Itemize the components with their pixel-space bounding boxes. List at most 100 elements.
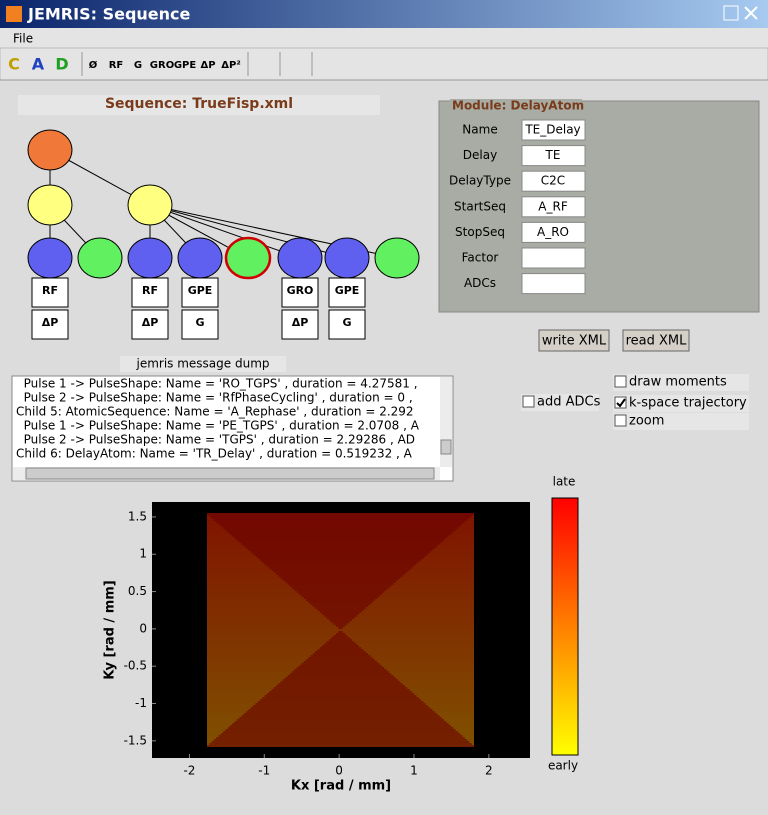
checkbox-bg: [521, 394, 599, 411]
tool-button[interactable]: GPE: [174, 60, 197, 71]
checkbox-bg: [613, 413, 749, 430]
checkbox-label[interactable]: zoom: [629, 414, 664, 429]
tree-node[interactable]: [127, 237, 173, 279]
window-title: JEMRIS: Sequence: [27, 5, 191, 24]
checkbox-label[interactable]: draw moments: [629, 375, 727, 390]
pulse-label: G: [342, 316, 351, 329]
pulse-label: RF: [142, 284, 158, 297]
field-value: TE_Delay: [524, 123, 580, 137]
tool-button[interactable]: D: [55, 55, 68, 74]
window-buttons[interactable]: [723, 5, 758, 21]
field-label: Factor: [462, 251, 499, 265]
pulse-label: RF: [42, 284, 58, 297]
checkbox-bg: [613, 374, 749, 391]
tree-node[interactable]: [177, 237, 223, 279]
sequence-title-bg: [18, 95, 380, 115]
y-tick-label: 0: [139, 621, 147, 635]
checkbox[interactable]: [522, 395, 535, 408]
pulse-box[interactable]: [31, 277, 69, 308]
pulse-box[interactable]: [181, 309, 219, 340]
field-input[interactable]: [521, 273, 586, 295]
tool-button[interactable]: C: [8, 55, 20, 74]
button-label[interactable]: read XML: [626, 334, 688, 349]
y-tick-label: 1: [139, 547, 147, 561]
field-label-bg: [447, 145, 513, 166]
tree-node[interactable]: [77, 237, 123, 279]
pulse-label: GPE: [335, 284, 360, 297]
checkbox[interactable]: [614, 396, 627, 409]
title-bar: [0, 0, 768, 28]
pulse-label: ΔP: [292, 316, 309, 329]
pulse-box[interactable]: [131, 277, 169, 308]
pulse-label: GPE: [188, 284, 213, 297]
pulse-box[interactable]: [281, 277, 319, 308]
tool-button[interactable]: A: [32, 55, 45, 74]
message-line: Pulse 1 -> PulseShape: Name = 'RO_TGPS' …: [16, 377, 418, 391]
message-line: Child 6: DelayAtom: Name = 'TR_Delay' , …: [16, 447, 413, 461]
close[interactable]: [744, 6, 758, 20]
tree-node[interactable]: [27, 129, 73, 171]
colorbar-top: late: [553, 475, 576, 489]
tree-node[interactable]: [27, 237, 73, 279]
field-input[interactable]: [521, 196, 586, 218]
pulse-label: G: [195, 316, 204, 329]
maximize[interactable]: [723, 5, 739, 21]
checkbox[interactable]: [614, 375, 627, 388]
field-input[interactable]: [521, 221, 586, 243]
field-value: C2C: [541, 174, 565, 188]
field-label: ADCs: [464, 276, 496, 290]
field-label: Delay: [463, 148, 497, 162]
menu-file[interactable]: File: [13, 32, 33, 46]
button-label[interactable]: write XML: [542, 334, 607, 349]
button[interactable]: [538, 329, 610, 352]
tree-node[interactable]: [224, 236, 272, 280]
checkbox[interactable]: [614, 414, 627, 427]
field-label: Name: [462, 123, 497, 137]
tree-edge: [149, 204, 301, 259]
tool-button[interactable]: ΔP²: [221, 60, 240, 71]
tree-node[interactable]: [324, 237, 370, 279]
tool-button[interactable]: GRO: [150, 60, 174, 71]
message-line: Child 5: AtomicSequence: Name = 'A_Repha…: [16, 405, 414, 419]
module-title: Module: DelayAtom: [452, 99, 584, 113]
message-list[interactable]: [11, 375, 454, 482]
field-input[interactable]: [521, 119, 586, 141]
dump-title-bg: [120, 356, 286, 372]
pulse-box[interactable]: [31, 309, 69, 340]
pulse-box[interactable]: [328, 309, 366, 340]
tool-button[interactable]: G: [134, 60, 142, 71]
field-label: StopSeq: [455, 225, 505, 239]
pulse-box[interactable]: [328, 277, 366, 308]
y-tick-label: -1: [135, 696, 147, 710]
module-title-bg: [450, 99, 582, 113]
message-line: Pulse 1 -> PulseShape: Name = 'PE_TGPS' …: [16, 419, 420, 433]
field-value: TE: [545, 148, 561, 162]
pulse-box[interactable]: [281, 309, 319, 340]
pulse-label: ΔP: [142, 316, 159, 329]
checkbox-label[interactable]: k-space trajectory: [629, 396, 747, 411]
x-tick-label: -1: [258, 764, 270, 778]
button[interactable]: [622, 329, 690, 352]
tree-node[interactable]: [127, 184, 173, 226]
message-line: Pulse 2 -> PulseShape: Name = 'RfPhaseCy…: [16, 391, 413, 405]
checkbox-bg: [613, 395, 749, 412]
field-input[interactable]: [521, 247, 586, 269]
checkbox-label[interactable]: add ADCs: [537, 395, 601, 410]
field-input[interactable]: [521, 170, 586, 192]
pulse-box[interactable]: [131, 309, 169, 340]
tool-button[interactable]: RF: [109, 60, 124, 71]
pulse-box[interactable]: [181, 277, 219, 308]
field-input[interactable]: [521, 145, 586, 167]
tree-node[interactable]: [27, 184, 73, 226]
tree-node[interactable]: [277, 237, 323, 279]
tool-button[interactable]: Ø: [89, 59, 98, 71]
tree-node[interactable]: [374, 237, 420, 279]
tool-button[interactable]: ΔP: [200, 60, 215, 71]
v-scroll-thumb[interactable]: [440, 439, 452, 455]
x-axis-label: Kx [rad / mm]: [291, 779, 391, 794]
field-label: StartSeq: [454, 199, 506, 213]
field-value: A_RF: [538, 199, 568, 213]
field-value: A_RO: [537, 225, 569, 239]
colorbar: [551, 497, 579, 756]
h-scroll-thumb[interactable]: [25, 467, 435, 480]
